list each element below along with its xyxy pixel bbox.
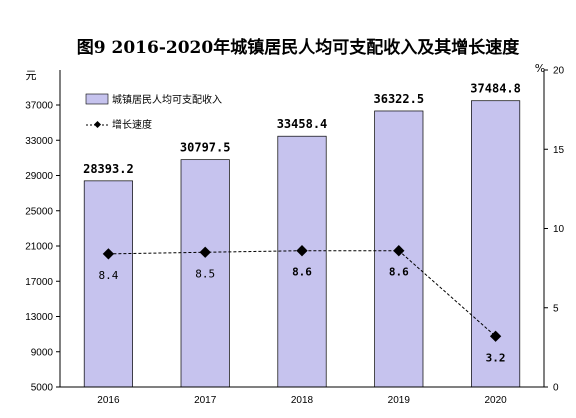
legend-bar-label: 城镇居民人均可支配收入: [112, 93, 222, 106]
category-label: 2017: [194, 395, 217, 406]
left-tick-label: 25000: [25, 206, 53, 217]
growth-value-label: 8.5: [195, 267, 215, 280]
left-tick-label: 13000: [25, 312, 53, 323]
left-tick-label: 33000: [25, 136, 53, 147]
bar-value-label: 37484.8: [470, 82, 521, 96]
right-tick-label: 20: [553, 66, 565, 77]
left-tick-label: 37000: [25, 101, 53, 112]
growth-value-label: 8.6: [389, 266, 409, 279]
right-tick-label: 15: [553, 145, 565, 156]
legend-bar-swatch: [85, 93, 109, 105]
legend-line-marker: [93, 120, 102, 129]
category-labels: 2016 2017 2018 2019 2020: [97, 395, 507, 406]
category-label: 2016: [97, 395, 120, 406]
category-label: 2019: [388, 395, 411, 406]
chart-title: 图9 2016-2020年城镇居民人均可支配收入及其增长速度: [77, 37, 520, 58]
bar-value-label: 30797.5: [180, 141, 231, 155]
bar-2020: [471, 100, 521, 388]
legend: 城镇居民人均可支配收入 增长速度: [85, 93, 222, 131]
growth-point-2020: [489, 330, 502, 342]
bar-2016: [83, 180, 133, 388]
growth-point-2018: [296, 245, 308, 257]
left-tick-label: 5000: [31, 383, 54, 394]
bar-value-label: 36322.5: [374, 92, 425, 106]
left-tick-label: 21000: [25, 242, 53, 253]
growth-point-2017: [199, 246, 211, 258]
right-axis-ticks: 0 5 10 15 20: [544, 66, 565, 394]
growth-value-label: 3.2: [486, 351, 506, 364]
bar-value-label: 33458.4: [277, 117, 328, 131]
category-label: 2018: [291, 395, 314, 406]
left-tick-label: 9000: [31, 347, 54, 358]
legend-line-label: 增长速度: [112, 118, 152, 131]
right-tick-label: 10: [553, 224, 565, 235]
bar-2017: [180, 159, 230, 388]
left-axis-ticks: 5000 9000 13000 17000 21000 25000 29000 33000 37…: [25, 101, 60, 394]
bar-value-labels: 28393.2 30797.5 33458.4 36322.5 37484.8: [83, 82, 521, 176]
growth-value-label: 8.4: [98, 269, 118, 282]
growth-point-2019: [393, 245, 405, 257]
left-tick-label: 17000: [25, 277, 53, 288]
category-label: 2020: [484, 395, 507, 406]
right-tick-label: 5: [553, 303, 559, 314]
axes: [59, 70, 545, 388]
right-axis-unit: %: [535, 62, 545, 75]
bar-value-label: 28393.2: [83, 162, 134, 176]
bar-2018: [277, 135, 327, 388]
right-tick-label: 0: [553, 383, 559, 394]
left-axis-unit: 元: [26, 69, 37, 82]
growth-value-label: 8.6: [292, 266, 312, 279]
bar-series: [83, 100, 521, 388]
left-tick-label: 29000: [25, 171, 53, 182]
growth-line-series: 8.4 8.5 8.6 8.6 3.2: [98, 245, 506, 364]
